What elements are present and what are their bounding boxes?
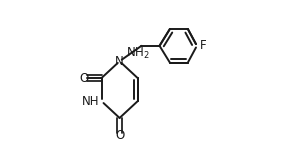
- Text: O: O: [115, 130, 124, 142]
- Text: F: F: [200, 39, 207, 52]
- Text: O: O: [79, 71, 88, 85]
- Text: NH: NH: [81, 95, 99, 108]
- Text: N: N: [115, 55, 124, 68]
- Text: NH$_2$: NH$_2$: [126, 46, 150, 61]
